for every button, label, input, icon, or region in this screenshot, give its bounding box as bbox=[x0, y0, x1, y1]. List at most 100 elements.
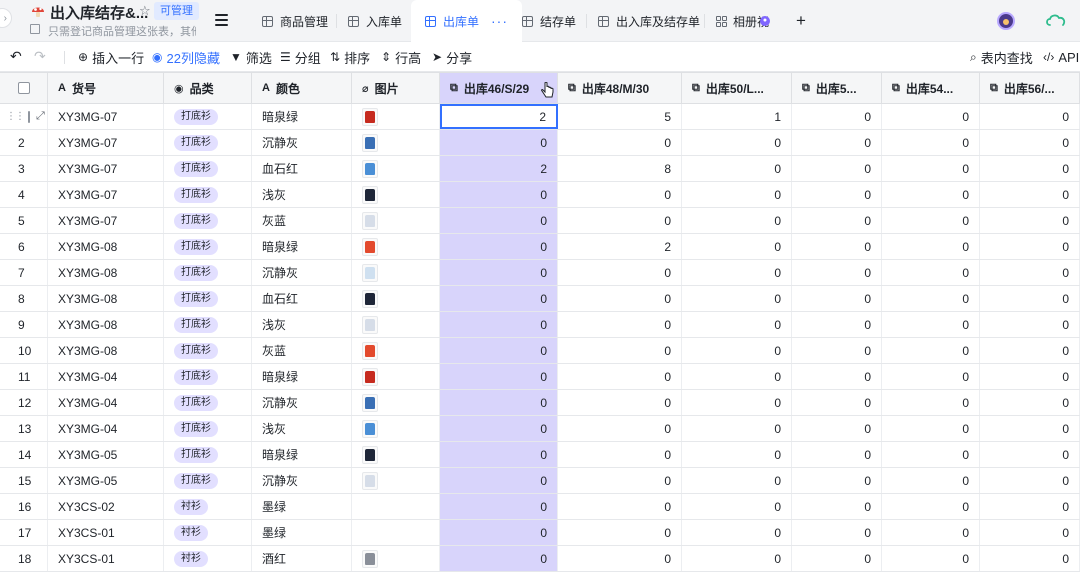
sku-cell[interactable]: XY3MG-07 bbox=[48, 208, 164, 233]
product-thumbnail[interactable] bbox=[362, 549, 378, 568]
color-cell[interactable]: 浅灰 bbox=[252, 182, 352, 207]
row-number-cell[interactable]: 16 bbox=[0, 494, 48, 519]
table-row[interactable]: 2 XY3MG-07 打底衫 沉静灰 0 0 0 0 0 0 bbox=[0, 130, 1080, 156]
color-cell[interactable]: 浅灰 bbox=[252, 416, 352, 441]
outbound-qty-cell[interactable]: 0 bbox=[792, 468, 882, 493]
outbound-qty-cell[interactable]: 0 bbox=[792, 312, 882, 337]
column-header[interactable]: ⧉ 出库50/L... bbox=[682, 73, 792, 103]
color-cell[interactable]: 暗泉绿 bbox=[252, 104, 352, 129]
row-number-cell[interactable]: 4 bbox=[0, 182, 48, 207]
category-cell[interactable]: 衬衫 bbox=[164, 520, 252, 545]
outbound-qty-cell[interactable]: 0 bbox=[792, 208, 882, 233]
row-number-cell[interactable]: ⋮⋮ ⤢ bbox=[0, 104, 48, 129]
image-cell[interactable] bbox=[352, 442, 440, 467]
outbound-qty-cell[interactable]: 0 bbox=[882, 416, 980, 441]
sku-cell[interactable]: XY3CS-02 bbox=[48, 494, 164, 519]
outbound-qty-cell[interactable]: 0 bbox=[440, 546, 558, 571]
product-thumbnail[interactable] bbox=[362, 211, 378, 230]
outbound-qty-cell[interactable]: 0 bbox=[558, 390, 682, 415]
row-number-cell[interactable]: 3 bbox=[0, 156, 48, 181]
outbound-qty-cell[interactable]: 0 bbox=[682, 156, 792, 181]
category-cell[interactable]: 打底衫 bbox=[164, 130, 252, 155]
app-description[interactable]: 只需登记商品管理这张表，其他... bbox=[48, 26, 196, 38]
category-cell[interactable]: 打底衫 bbox=[164, 442, 252, 467]
outbound-qty-cell[interactable]: 0 bbox=[882, 130, 980, 155]
sku-cell[interactable]: XY3MG-08 bbox=[48, 234, 164, 259]
image-cell[interactable] bbox=[352, 494, 440, 519]
outbound-qty-cell[interactable]: 0 bbox=[682, 364, 792, 389]
outbound-qty-cell[interactable]: 0 bbox=[682, 286, 792, 311]
insert-row-button[interactable]: ⊕ 插入一行 bbox=[78, 48, 144, 66]
category-cell[interactable]: 打底衫 bbox=[164, 208, 252, 233]
outbound-qty-cell[interactable]: 0 bbox=[882, 468, 980, 493]
color-cell[interactable]: 沉静灰 bbox=[252, 260, 352, 285]
product-thumbnail[interactable] bbox=[362, 471, 378, 490]
sku-cell[interactable]: XY3MG-07 bbox=[48, 130, 164, 155]
sku-cell[interactable]: XY3CS-01 bbox=[48, 520, 164, 545]
redo-icon[interactable]: ↷ bbox=[34, 48, 46, 64]
outbound-qty-cell[interactable]: 0 bbox=[980, 104, 1080, 129]
table-row[interactable]: 18 XY3CS-01 衬衫 酒红 0 0 0 0 0 0 bbox=[0, 546, 1080, 572]
image-cell[interactable] bbox=[352, 234, 440, 259]
category-cell[interactable]: 打底衫 bbox=[164, 364, 252, 389]
outbound-qty-cell[interactable]: 0 bbox=[882, 104, 980, 129]
outbound-qty-cell[interactable]: 0 bbox=[440, 416, 558, 441]
outbound-qty-cell[interactable]: 0 bbox=[558, 312, 682, 337]
menu-icon[interactable] bbox=[215, 14, 228, 26]
outbound-qty-cell[interactable]: 0 bbox=[882, 208, 980, 233]
outbound-qty-cell[interactable]: 0 bbox=[882, 286, 980, 311]
column-header[interactable]: A 货号 bbox=[48, 73, 164, 103]
sku-cell[interactable]: XY3MG-07 bbox=[48, 156, 164, 181]
outbound-qty-cell[interactable]: 0 bbox=[558, 442, 682, 467]
outbound-qty-cell[interactable]: 0 bbox=[980, 156, 1080, 181]
column-header[interactable]: ⌀ 图片 bbox=[352, 73, 440, 103]
outbound-qty-cell[interactable]: 2 bbox=[558, 234, 682, 259]
product-thumbnail[interactable] bbox=[362, 315, 378, 334]
category-cell[interactable]: 打底衫 bbox=[164, 312, 252, 337]
hidden-columns-button[interactable]: ◉ 22列隐藏 bbox=[152, 48, 220, 66]
color-cell[interactable]: 墨绿 bbox=[252, 520, 352, 545]
outbound-qty-cell[interactable]: 0 bbox=[440, 494, 558, 519]
product-thumbnail[interactable] bbox=[362, 393, 378, 412]
outbound-qty-cell[interactable]: 0 bbox=[440, 364, 558, 389]
outbound-qty-cell[interactable]: 0 bbox=[792, 494, 882, 519]
outbound-qty-cell[interactable]: 5 bbox=[558, 104, 682, 129]
table-row[interactable]: 14 XY3MG-05 打底衫 暗泉绿 0 0 0 0 0 0 bbox=[0, 442, 1080, 468]
table-row[interactable]: 10 XY3MG-08 打底衫 灰蓝 0 0 0 0 0 0 bbox=[0, 338, 1080, 364]
image-cell[interactable] bbox=[352, 546, 440, 571]
outbound-qty-cell[interactable]: 0 bbox=[682, 442, 792, 467]
outbound-qty-cell[interactable]: 0 bbox=[682, 208, 792, 233]
outbound-qty-cell[interactable]: 0 bbox=[792, 442, 882, 467]
table-row[interactable]: 8 XY3MG-08 打底衫 血石红 0 0 0 0 0 0 bbox=[0, 286, 1080, 312]
table-row[interactable]: 12 XY3MG-04 打底衫 沉静灰 0 0 0 0 0 0 bbox=[0, 390, 1080, 416]
image-cell[interactable] bbox=[352, 104, 440, 129]
row-number-cell[interactable]: 8 bbox=[0, 286, 48, 311]
outbound-qty-cell[interactable]: 0 bbox=[792, 234, 882, 259]
outbound-qty-cell[interactable]: 0 bbox=[980, 312, 1080, 337]
outbound-qty-cell[interactable]: 0 bbox=[440, 390, 558, 415]
column-header[interactable]: ⧉ 出库48/M/30 bbox=[558, 73, 682, 103]
row-number-cell[interactable]: 17 bbox=[0, 520, 48, 545]
image-cell[interactable] bbox=[352, 338, 440, 363]
image-cell[interactable] bbox=[352, 182, 440, 207]
outbound-qty-cell[interactable]: 0 bbox=[440, 234, 558, 259]
cloud-sync-icon[interactable] bbox=[1045, 12, 1067, 28]
row-number-cell[interactable]: 5 bbox=[0, 208, 48, 233]
outbound-qty-cell[interactable]: 0 bbox=[558, 208, 682, 233]
outbound-qty-cell[interactable]: 0 bbox=[440, 442, 558, 467]
column-header[interactable]: ⧉ 出库5... bbox=[792, 73, 882, 103]
sku-cell[interactable]: XY3MG-04 bbox=[48, 416, 164, 441]
image-cell[interactable] bbox=[352, 208, 440, 233]
outbound-qty-cell[interactable]: 0 bbox=[558, 130, 682, 155]
outbound-qty-cell[interactable]: 0 bbox=[882, 390, 980, 415]
outbound-qty-cell[interactable]: 0 bbox=[682, 494, 792, 519]
outbound-qty-cell[interactable]: 0 bbox=[792, 286, 882, 311]
product-thumbnail[interactable] bbox=[362, 185, 378, 204]
sku-cell[interactable]: XY3MG-05 bbox=[48, 468, 164, 493]
table-row[interactable]: 5 XY3MG-07 打底衫 灰蓝 0 0 0 0 0 0 bbox=[0, 208, 1080, 234]
outbound-qty-cell[interactable]: 0 bbox=[882, 156, 980, 181]
outbound-qty-cell[interactable]: 0 bbox=[682, 416, 792, 441]
sku-cell[interactable]: XY3MG-05 bbox=[48, 442, 164, 467]
outbound-qty-cell[interactable]: 0 bbox=[792, 182, 882, 207]
product-thumbnail[interactable] bbox=[362, 263, 378, 282]
